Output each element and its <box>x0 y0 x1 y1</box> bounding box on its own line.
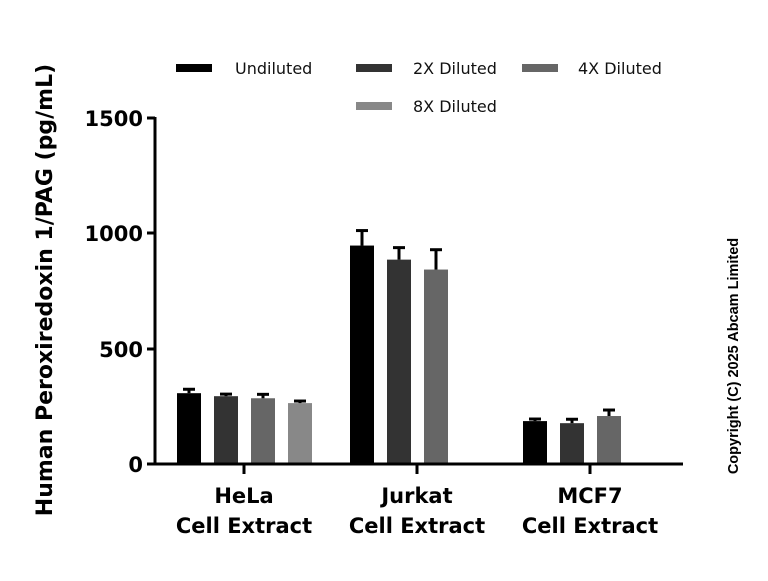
bar <box>560 423 584 464</box>
bar <box>288 403 312 464</box>
legend-item-8x-diluted: 8X Diluted <box>356 97 497 116</box>
legend-item-2x-diluted: 2X Diluted <box>356 59 497 78</box>
category-label-hela-line1: HeLa <box>214 484 273 508</box>
copyright-text: Copyright (C) 2025 Abcam Limited <box>726 238 742 474</box>
y-tick-1500: 1500 <box>85 107 143 131</box>
legend-swatch-4x-diluted <box>522 64 558 72</box>
legend-swatch-undiluted <box>176 64 212 72</box>
bar <box>177 393 201 464</box>
legend-label-2x-diluted: 2X Diluted <box>413 59 497 78</box>
x-axis <box>154 462 683 474</box>
legend-item-undiluted: Undiluted <box>176 59 312 78</box>
category-label-jurkat-line1: Jurkat <box>379 484 452 508</box>
bar <box>387 259 411 464</box>
category-label-mcf7-line1: MCF7 <box>557 484 622 508</box>
y-tick-500: 500 <box>99 338 143 362</box>
y-tick-1000: 1000 <box>85 222 143 246</box>
legend-item-4x-diluted: 4X Diluted <box>522 59 662 78</box>
bar <box>424 269 448 464</box>
bar <box>350 245 374 464</box>
category-labels: HeLa Cell Extract Jurkat Cell Extract MC… <box>176 484 658 538</box>
y-tick-0: 0 <box>128 453 143 477</box>
y-axis-label: Human Peroxiredoxin 1/PAG (pg/mL) <box>33 64 58 516</box>
bars <box>177 229 621 464</box>
legend-label-undiluted: Undiluted <box>235 59 312 78</box>
bar <box>214 396 238 464</box>
bar <box>597 416 621 464</box>
legend-swatch-8x-diluted <box>356 102 392 110</box>
legend-swatch-2x-diluted <box>356 64 392 72</box>
legend-label-8x-diluted: 8X Diluted <box>413 97 497 116</box>
y-axis: 1500 1000 500 0 <box>85 107 157 477</box>
category-label-hela-line2: Cell Extract <box>176 514 312 538</box>
legend: Undiluted 2X Diluted 4X Diluted 8X Dilut… <box>176 59 662 116</box>
bar <box>523 421 547 464</box>
legend-label-4x-diluted: 4X Diluted <box>578 59 662 78</box>
bar <box>251 398 275 464</box>
category-label-mcf7-line2: Cell Extract <box>522 514 658 538</box>
category-label-jurkat-line2: Cell Extract <box>349 514 485 538</box>
